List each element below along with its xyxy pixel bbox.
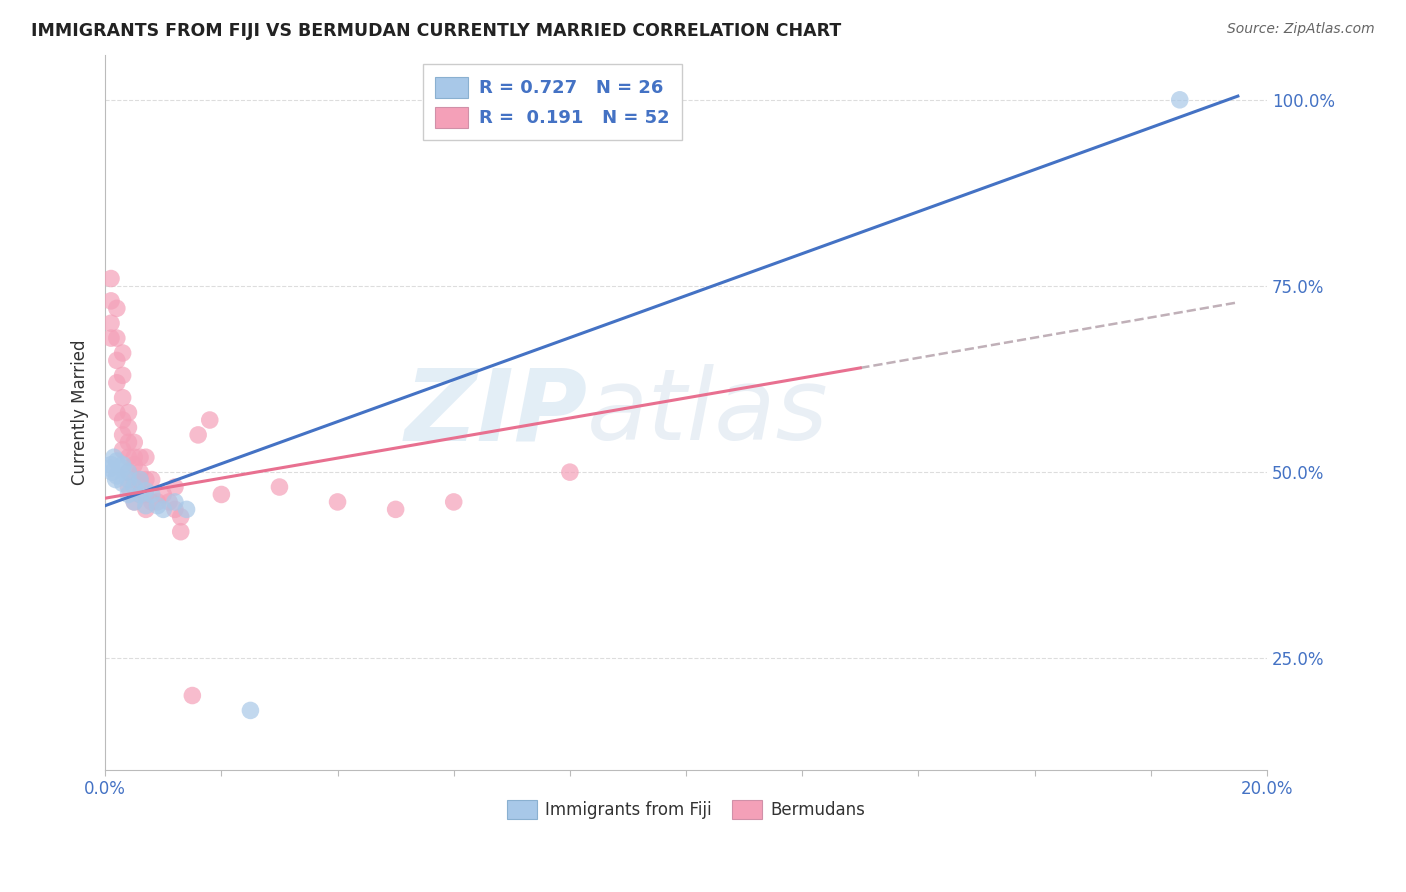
Point xyxy=(104,473,127,487)
Point xyxy=(443,495,465,509)
Point xyxy=(111,346,134,360)
Point xyxy=(111,458,134,472)
Point xyxy=(105,331,128,345)
Point xyxy=(105,376,128,390)
Point xyxy=(105,468,128,483)
Point xyxy=(100,271,122,285)
Point xyxy=(117,465,139,479)
Point xyxy=(187,428,209,442)
Point xyxy=(117,473,139,487)
Point xyxy=(269,480,291,494)
Text: Source: ZipAtlas.com: Source: ZipAtlas.com xyxy=(1227,22,1375,37)
Point xyxy=(181,689,204,703)
Point xyxy=(100,293,122,308)
Point xyxy=(135,487,157,501)
Point xyxy=(152,487,174,501)
Point xyxy=(141,473,163,487)
Point xyxy=(117,487,139,501)
Point xyxy=(198,413,221,427)
Point xyxy=(152,502,174,516)
Point xyxy=(101,465,124,479)
Point xyxy=(111,391,134,405)
Point xyxy=(100,458,122,472)
Point xyxy=(135,473,157,487)
Point xyxy=(135,483,157,498)
Point xyxy=(146,495,169,509)
Point xyxy=(103,450,125,465)
Point xyxy=(117,480,139,494)
Text: IMMIGRANTS FROM FIJI VS BERMUDAN CURRENTLY MARRIED CORRELATION CHART: IMMIGRANTS FROM FIJI VS BERMUDAN CURRENT… xyxy=(31,22,841,40)
Point xyxy=(209,487,232,501)
Point xyxy=(558,465,581,479)
Point xyxy=(117,420,139,434)
Point xyxy=(117,435,139,450)
Point xyxy=(105,353,128,368)
Point xyxy=(129,465,152,479)
Point xyxy=(129,487,152,501)
Point xyxy=(111,368,134,383)
Point xyxy=(326,495,349,509)
Point xyxy=(117,450,139,465)
Point xyxy=(135,502,157,516)
Point xyxy=(129,473,152,487)
Point xyxy=(135,499,157,513)
Point xyxy=(141,495,163,509)
Point xyxy=(105,301,128,316)
Point xyxy=(170,509,193,524)
Point xyxy=(111,442,134,457)
Y-axis label: Currently Married: Currently Married xyxy=(72,340,89,485)
Point xyxy=(163,495,186,509)
Point xyxy=(122,435,145,450)
Point xyxy=(135,450,157,465)
Point xyxy=(163,502,186,516)
Point xyxy=(122,473,145,487)
Point xyxy=(122,450,145,465)
Point xyxy=(122,495,145,509)
Point xyxy=(111,428,134,442)
Text: atlas: atlas xyxy=(588,364,830,461)
Point xyxy=(100,331,122,345)
Point xyxy=(111,461,134,475)
Point xyxy=(129,487,152,501)
Point xyxy=(117,406,139,420)
Point xyxy=(170,524,193,539)
Point xyxy=(105,406,128,420)
Point xyxy=(122,495,145,509)
Text: ZIP: ZIP xyxy=(405,364,588,461)
Point xyxy=(117,465,139,479)
Point xyxy=(141,487,163,501)
Point xyxy=(98,461,121,475)
Point xyxy=(111,413,134,427)
Point xyxy=(384,502,406,516)
Point xyxy=(1168,93,1191,107)
Point xyxy=(176,502,198,516)
Point xyxy=(100,316,122,330)
Point xyxy=(146,499,169,513)
Point xyxy=(122,480,145,494)
Point xyxy=(239,703,262,717)
Point xyxy=(163,480,186,494)
Point xyxy=(122,458,145,472)
Legend: Immigrants from Fiji, Bermudans: Immigrants from Fiji, Bermudans xyxy=(501,793,872,826)
Point xyxy=(129,473,152,487)
Point xyxy=(157,495,180,509)
Point xyxy=(129,450,152,465)
Point xyxy=(105,454,128,468)
Point xyxy=(111,476,134,491)
